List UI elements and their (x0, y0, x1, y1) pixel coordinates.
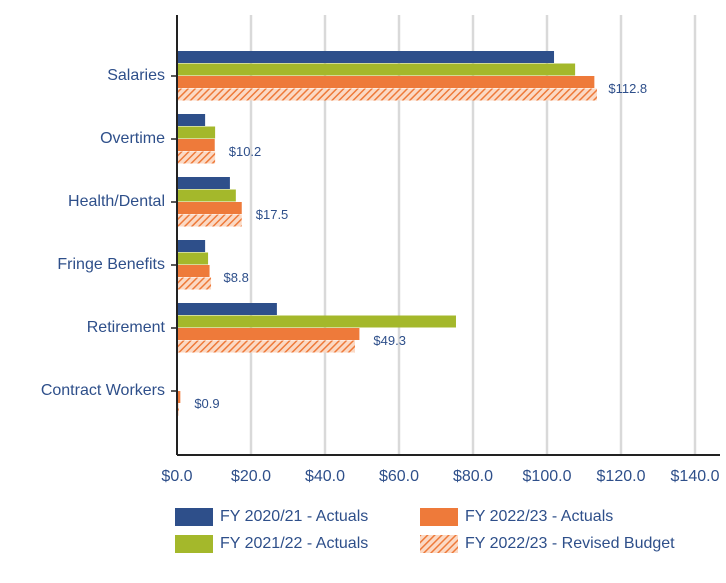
bar (177, 391, 181, 403)
bar (177, 202, 242, 214)
legend-label: FY 2020/21 - Actuals (220, 508, 368, 525)
legend-label: FY 2022/23 - Actuals (465, 508, 613, 525)
bar (177, 340, 355, 353)
value-label: $0.9 (194, 396, 219, 411)
bar (177, 265, 210, 277)
bar (177, 139, 215, 151)
bar (177, 114, 206, 126)
bar (177, 240, 206, 252)
category-label: Fringe Benefits (57, 256, 165, 273)
bar (177, 303, 277, 315)
x-tick-label: $0.0 (161, 468, 192, 485)
bar (177, 328, 360, 340)
x-tick-label: $60.0 (379, 468, 419, 485)
bar (177, 252, 209, 265)
x-tick-label: $100.0 (523, 468, 572, 485)
category-label: Retirement (87, 319, 166, 336)
x-tick-label: $120.0 (597, 468, 646, 485)
x-tick-label: $40.0 (305, 468, 345, 485)
value-label: $8.8 (224, 270, 249, 285)
bar (177, 51, 555, 63)
bar (177, 76, 595, 88)
legend-label: FY 2021/22 - Actuals (220, 535, 368, 552)
bar (177, 63, 576, 76)
category-label: Salaries (107, 67, 165, 84)
legend-swatch (175, 508, 213, 526)
value-label: $49.3 (373, 333, 406, 348)
legend-swatch (420, 535, 458, 553)
bar (177, 177, 230, 189)
x-tick-label: $20.0 (231, 468, 271, 485)
value-label: $10.2 (229, 144, 262, 159)
category-label: Contract Workers (41, 382, 165, 399)
bar (177, 151, 216, 164)
value-label: $112.8 (608, 81, 647, 96)
bar (177, 214, 242, 227)
value-label: $17.5 (256, 207, 289, 222)
bar (177, 189, 236, 202)
legend-swatch (420, 508, 458, 526)
bar (177, 277, 212, 290)
category-label: Health/Dental (68, 193, 165, 210)
legend-swatch (175, 535, 213, 553)
bar (177, 315, 456, 328)
bar (177, 126, 216, 139)
category-label: Overtime (100, 130, 165, 147)
x-tick-label: $140.0 (671, 468, 720, 485)
x-tick-label: $80.0 (453, 468, 493, 485)
bar (177, 88, 597, 101)
legend-label: FY 2022/23 - Revised Budget (465, 535, 675, 552)
